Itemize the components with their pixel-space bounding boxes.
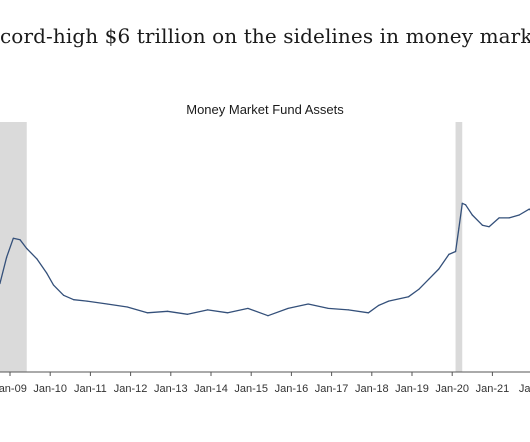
series-point-0-39 [498, 217, 500, 219]
series-point-0-30 [438, 268, 440, 270]
x-tick-label-0: Jan-09 [0, 383, 27, 395]
recession-band-0 [0, 122, 27, 372]
series-point-0-37 [481, 224, 483, 226]
series-point-0-25 [377, 304, 380, 307]
x-tick-label-10: Jan-19 [395, 383, 429, 395]
series-point-0-12 [126, 306, 128, 308]
series-point-0-10 [86, 300, 88, 302]
x-tick-label-2: Jan-11 [74, 383, 107, 395]
x-tick-label-12: Jan-21 [476, 383, 510, 395]
series-point-0-9 [73, 299, 75, 301]
x-tick-label-11: Jan-20 [435, 383, 469, 395]
x-tick-label-5: Jan-14 [194, 383, 228, 395]
series-point-0-20 [287, 307, 289, 310]
series-point-0-17 [227, 312, 229, 314]
series-point-0-31 [448, 253, 450, 255]
series-point-0-0 [0, 283, 1, 285]
series-point-0-4 [26, 247, 28, 250]
x-tick-label-9: Jan-18 [355, 383, 389, 395]
series-point-0-38 [488, 226, 490, 228]
series-point-0-6 [46, 272, 48, 274]
headline: cord-high $6 trillion on the sidelines i… [0, 24, 530, 48]
x-tick-label-8: Jan-17 [315, 383, 349, 395]
series-point-0-11 [106, 303, 108, 305]
series-point-0-35 [465, 204, 467, 206]
series-point-0-28 [418, 288, 420, 291]
series-point-0-29 [428, 278, 430, 280]
series-point-0-16 [207, 309, 209, 311]
series-point-0-14 [166, 310, 169, 312]
series-point-0-23 [347, 309, 349, 311]
series-point-0-19 [267, 315, 269, 317]
x-tick-label-3: Jan-12 [114, 383, 148, 395]
recession-band-1 [455, 122, 463, 372]
series-point-0-5 [36, 258, 38, 260]
series-point-0-1 [6, 256, 8, 258]
series-point-0-40 [508, 217, 510, 219]
series-point-0-2 [12, 237, 14, 239]
series-point-0-34 [461, 202, 463, 204]
series-point-0-21 [307, 303, 309, 305]
series-point-0-27 [408, 296, 410, 298]
series-point-0-3 [19, 239, 21, 241]
series-point-0-18 [247, 307, 249, 310]
x-tick-label-7: Jan-16 [275, 383, 309, 395]
x-tick-label-13: Jan-2 [519, 383, 530, 395]
series-point-0-32 [454, 250, 457, 253]
series-point-0-8 [63, 294, 65, 296]
series-point-0-13 [146, 312, 148, 314]
chart-title: Money Market Fund Assets [186, 102, 344, 117]
series-point-0-15 [186, 313, 189, 315]
series-point-0-7 [52, 284, 55, 286]
x-tick-label-4: Jan-13 [154, 383, 188, 395]
series-point-0-41 [518, 214, 520, 216]
x-tick-label-6: Jan-15 [234, 383, 268, 395]
x-tick-label-1: Jan-10 [33, 383, 67, 395]
series-point-0-33 [458, 227, 460, 229]
series-point-0-36 [471, 214, 473, 216]
series-point-0-22 [327, 307, 329, 310]
series-line-0 [0, 202, 530, 317]
series-point-0-24 [367, 312, 370, 314]
series-point-0-26 [387, 300, 390, 302]
